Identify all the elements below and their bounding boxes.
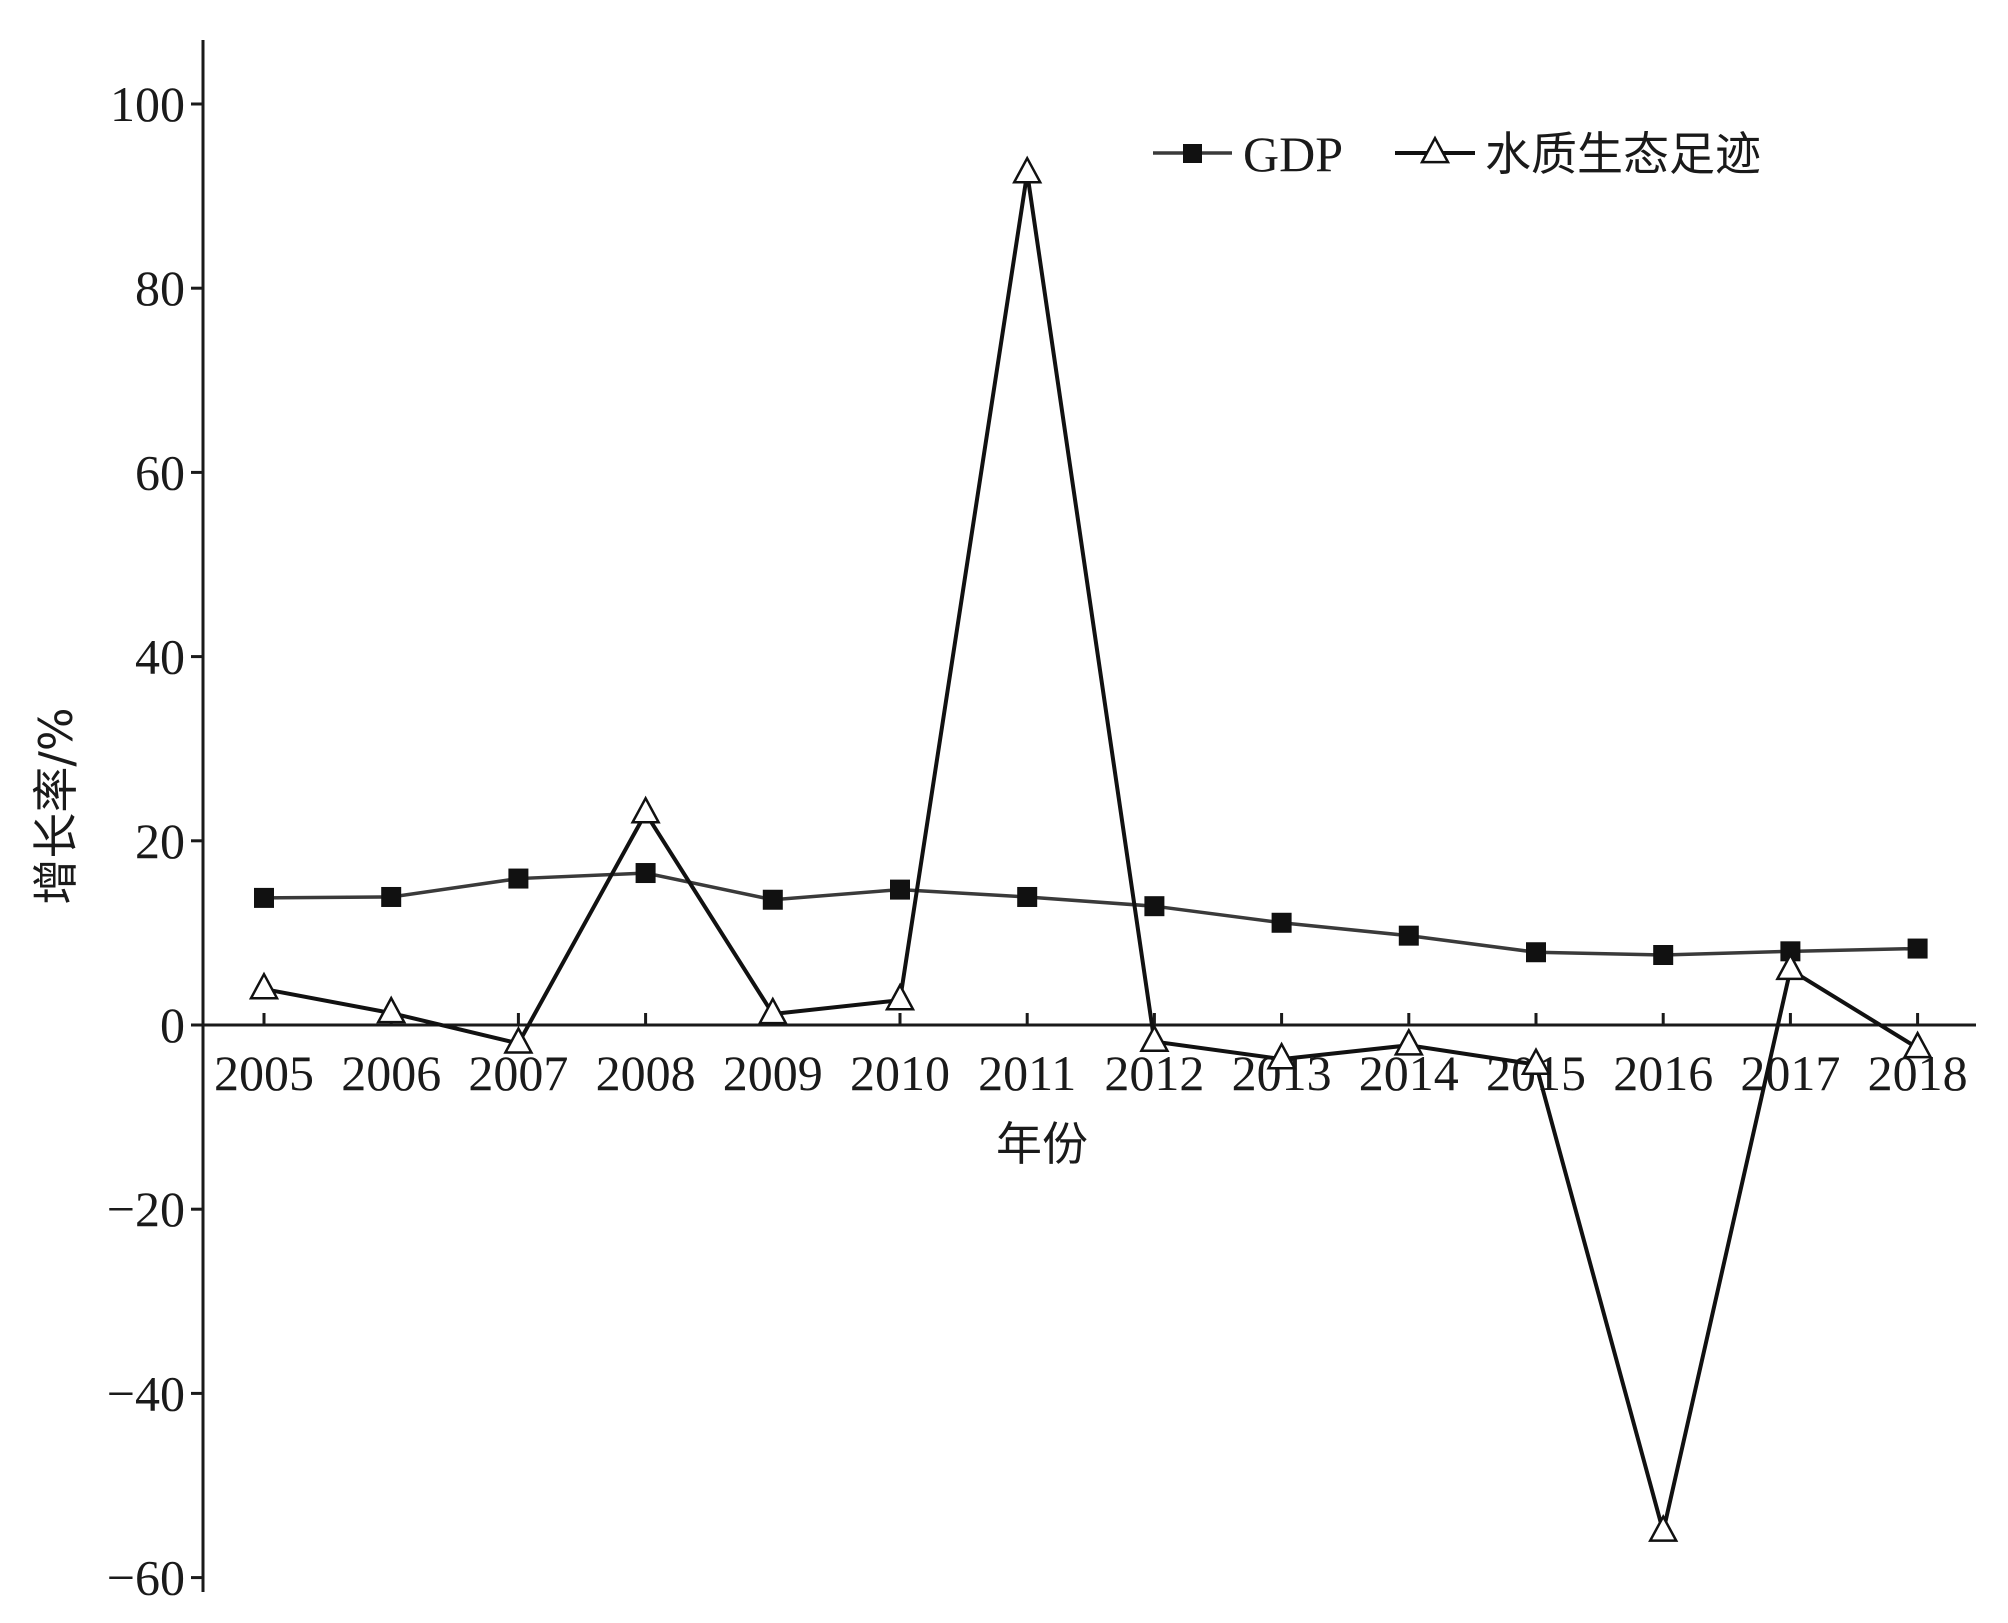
gdp-point bbox=[1653, 945, 1674, 966]
x-tick-label: 2007 bbox=[468, 1045, 568, 1101]
water-footprint-point bbox=[1648, 1514, 1679, 1542]
gdp-point bbox=[890, 879, 910, 900]
gdp-point bbox=[254, 887, 274, 908]
y-tick-label: −20 bbox=[107, 1181, 185, 1237]
gdp-point bbox=[1017, 886, 1038, 907]
x-tick-label: 2009 bbox=[723, 1045, 823, 1101]
legend: GDP 水质生态足迹 bbox=[1153, 126, 1761, 182]
legend-gdp-marker bbox=[1183, 144, 1202, 163]
gdp-point bbox=[381, 886, 402, 907]
gdp-point bbox=[635, 863, 656, 884]
x-tick-label: 2006 bbox=[341, 1045, 441, 1101]
gdp-point bbox=[508, 868, 529, 889]
water-footprint-point bbox=[1775, 952, 1806, 981]
gdp-point bbox=[1526, 942, 1546, 963]
x-tick-label: 2010 bbox=[850, 1045, 950, 1101]
gdp-line bbox=[263, 871, 1918, 957]
water-footprint-point bbox=[376, 995, 407, 1024]
gdp-point bbox=[1907, 938, 1928, 959]
water-footprint-point bbox=[1266, 1041, 1297, 1070]
x-tick-label: 2012 bbox=[1104, 1045, 1204, 1101]
water-footprint-point bbox=[248, 971, 280, 1000]
gdp-point bbox=[762, 889, 783, 910]
water-footprint-point bbox=[757, 996, 788, 1025]
water-footprint-point bbox=[1520, 1047, 1552, 1075]
y-tick-label: −60 bbox=[107, 1550, 185, 1606]
series-water-footprint bbox=[248, 155, 1933, 1542]
water-footprint-point bbox=[630, 795, 661, 824]
gdp-point bbox=[1144, 896, 1165, 917]
y-axis-title: 增长率/% bbox=[29, 707, 83, 904]
axes: −60 −40 −20 0 20 40 60 80 100 2005 2006 2007 2008 200… bbox=[107, 40, 1976, 1606]
x-tick-label: 2016 bbox=[1613, 1045, 1713, 1101]
gdp-point bbox=[1271, 912, 1292, 933]
series-gdp bbox=[254, 863, 1928, 966]
y-tick-label: 60 bbox=[135, 444, 185, 500]
legend-water-footprint-marker bbox=[1419, 135, 1451, 164]
water-footprint-point bbox=[1012, 155, 1043, 184]
y-tick-label: −40 bbox=[107, 1365, 185, 1421]
y-tick-label: 20 bbox=[135, 813, 185, 869]
water-footprint-point bbox=[1139, 1024, 1170, 1052]
water-footprint-point bbox=[1393, 1027, 1424, 1056]
gdp-point bbox=[1398, 925, 1419, 946]
x-tick-label: 2005 bbox=[214, 1045, 314, 1101]
series-layer bbox=[248, 155, 1933, 1542]
water-footprint-point bbox=[1902, 1030, 1933, 1059]
x-tick-label: 2008 bbox=[596, 1045, 696, 1101]
x-tick-label: 2017 bbox=[1740, 1045, 1840, 1101]
water-footprint-point bbox=[884, 982, 916, 1011]
y-tick-label: 0 bbox=[160, 997, 185, 1053]
water-footprint-line bbox=[263, 172, 1919, 1533]
legend-water-footprint-label: 水质生态足迹 bbox=[1485, 127, 1761, 181]
y-tick-label: 80 bbox=[135, 260, 185, 316]
y-tick-label: 40 bbox=[135, 629, 185, 685]
x-axis-title: 年份 bbox=[996, 1117, 1088, 1171]
y-tick-label: 100 bbox=[110, 76, 185, 132]
x-tick-label: 2011 bbox=[978, 1045, 1076, 1101]
water-footprint-point bbox=[503, 1025, 534, 1054]
legend-gdp-label: GDP bbox=[1243, 126, 1343, 182]
